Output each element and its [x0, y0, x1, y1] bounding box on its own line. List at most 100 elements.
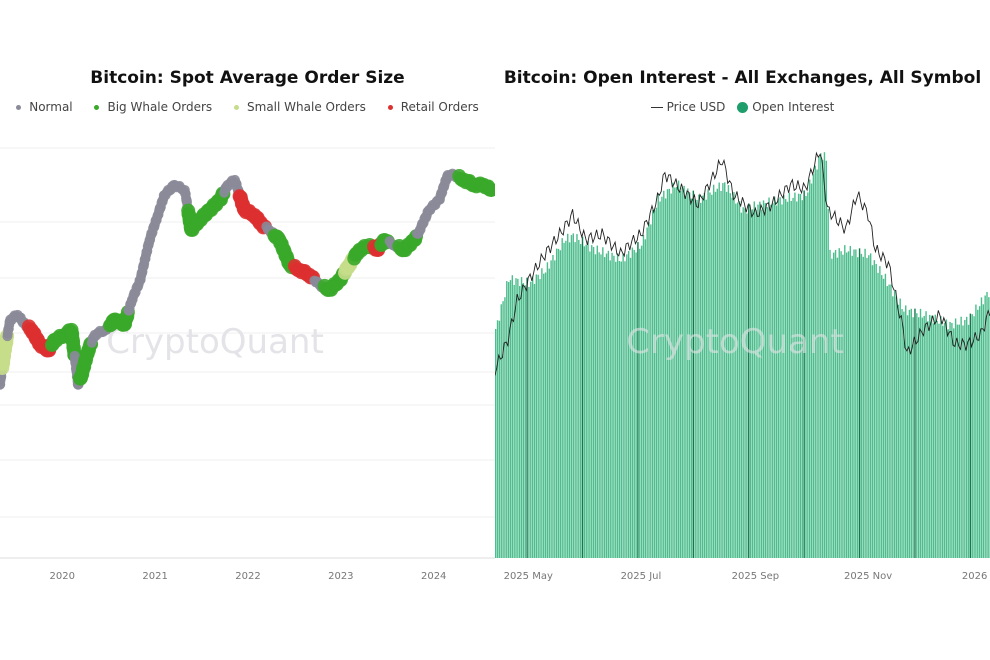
open-interest-bar	[661, 196, 663, 558]
open-interest-bar	[659, 201, 661, 558]
open-interest-bar	[973, 316, 975, 558]
open-interest-bar	[714, 191, 717, 559]
open-interest-bar	[805, 195, 807, 559]
legend-item-price[interactable]: Price USD	[650, 100, 725, 114]
open-interest-bar	[570, 235, 573, 558]
open-interest-bar	[735, 203, 737, 558]
open-interest-bar	[927, 321, 929, 558]
open-interest-bar	[888, 284, 890, 558]
open-interest-bar	[953, 328, 955, 558]
open-interest-bar	[712, 184, 715, 558]
open-interest-bar	[624, 261, 626, 558]
open-interest-bar	[594, 254, 597, 558]
open-interest-bar	[945, 319, 948, 558]
open-interest-bar	[862, 256, 864, 558]
open-interest-bar	[740, 212, 743, 558]
open-interest-bar	[705, 199, 707, 559]
open-interest-bar	[637, 242, 639, 558]
open-interest-bar	[786, 201, 789, 558]
open-interest-bar	[829, 249, 831, 558]
open-interest-bar	[978, 306, 981, 558]
open-interest-bar	[596, 245, 598, 559]
open-interest-bar	[627, 251, 630, 558]
legend-dot-icon	[94, 105, 100, 110]
open-interest-bar	[507, 282, 510, 558]
legend-label: Retail Orders	[400, 100, 479, 114]
open-interest-bar	[893, 290, 896, 558]
open-interest-bar	[511, 275, 514, 558]
open-interest-bar	[958, 324, 961, 558]
open-interest-bar	[522, 283, 525, 558]
legend: Normal Big Whale Orders Small Whale Orde…	[0, 100, 495, 114]
open-interest-bar	[892, 296, 894, 558]
open-interest-bar	[646, 227, 648, 559]
data-point	[484, 182, 495, 197]
spot-order-size-plot: CryptoQuant 2020 2021 2022 2023 2024	[0, 147, 495, 582]
open-interest-bar	[906, 315, 909, 558]
open-interest-bar	[812, 174, 815, 558]
open-interest-bar	[664, 198, 667, 559]
open-interest-bar	[554, 260, 556, 558]
open-interest-bar	[792, 197, 794, 558]
open-interest-bar	[890, 284, 892, 558]
open-interest-bar	[954, 318, 957, 558]
open-interest-bar	[696, 199, 698, 558]
open-interest-bar	[555, 248, 558, 558]
open-interest-bar	[600, 254, 602, 558]
open-interest-bar	[818, 156, 820, 558]
open-interest-bar	[633, 249, 635, 559]
open-interest-bar	[977, 309, 979, 558]
open-interest-bar	[788, 192, 791, 559]
open-interest-bar	[833, 252, 835, 558]
legend-item-retail[interactable]: Retail Orders	[387, 100, 479, 114]
open-interest-bar	[517, 278, 519, 558]
open-interest-bar	[941, 325, 944, 558]
x-tick-label: 2023	[328, 571, 353, 582]
open-interest-bar	[731, 197, 733, 558]
open-interest-bar	[881, 275, 883, 558]
open-interest-bar	[631, 247, 634, 558]
x-tick-label: 2024	[421, 571, 446, 582]
open-interest-bar	[851, 255, 853, 559]
open-interest-bar	[855, 249, 857, 559]
open-interest-bar	[808, 179, 811, 558]
legend-item-big-whale[interactable]: Big Whale Orders	[94, 100, 212, 114]
x-tick-label: 2025 Jul	[621, 571, 662, 582]
open-interest-bar	[602, 247, 604, 559]
open-interest-bar	[897, 304, 900, 558]
open-interest-bar	[707, 189, 709, 558]
open-interest-bar	[568, 242, 571, 558]
open-interest-bar	[895, 296, 898, 558]
open-interest-bar	[544, 272, 547, 558]
open-interest-bar	[722, 183, 724, 558]
open-interest-bar	[688, 192, 691, 559]
open-interest-bar	[668, 188, 671, 558]
open-interest-bar	[690, 198, 693, 558]
open-interest-bar	[762, 200, 765, 558]
legend-dot-icon	[16, 105, 22, 110]
open-interest-bar	[567, 233, 569, 559]
spot-order-size-chart: CryptoQuant 2020 2021 2022 2023 2024 Bitcoin:…	[0, 68, 495, 582]
open-interest-bar	[962, 325, 964, 558]
legend-item-normal[interactable]: Normal	[16, 100, 73, 114]
open-interest-bar	[513, 284, 515, 558]
open-interest-bar	[611, 252, 613, 558]
open-interest-bar	[779, 197, 781, 559]
open-interest-bar	[677, 180, 680, 558]
open-interest-bar	[635, 252, 637, 559]
open-interest-bar	[591, 245, 593, 558]
open-interest-bar	[910, 308, 912, 558]
open-interest-bar	[871, 265, 874, 558]
legend-item-small-whale[interactable]: Small Whale Orders	[234, 100, 366, 114]
open-interest-bar	[742, 207, 744, 558]
open-interest-bar	[943, 322, 946, 558]
open-interest-bar	[543, 273, 545, 558]
open-interest-bar	[746, 213, 748, 559]
open-interest-bar	[844, 245, 846, 558]
open-interest-bar	[563, 242, 565, 558]
legend-dot-icon	[387, 105, 393, 110]
open-interest-bar	[869, 253, 872, 558]
open-interest-bar	[679, 191, 682, 558]
legend-item-open-interest[interactable]: Open Interest	[737, 100, 834, 114]
open-interest-bar	[685, 195, 687, 559]
